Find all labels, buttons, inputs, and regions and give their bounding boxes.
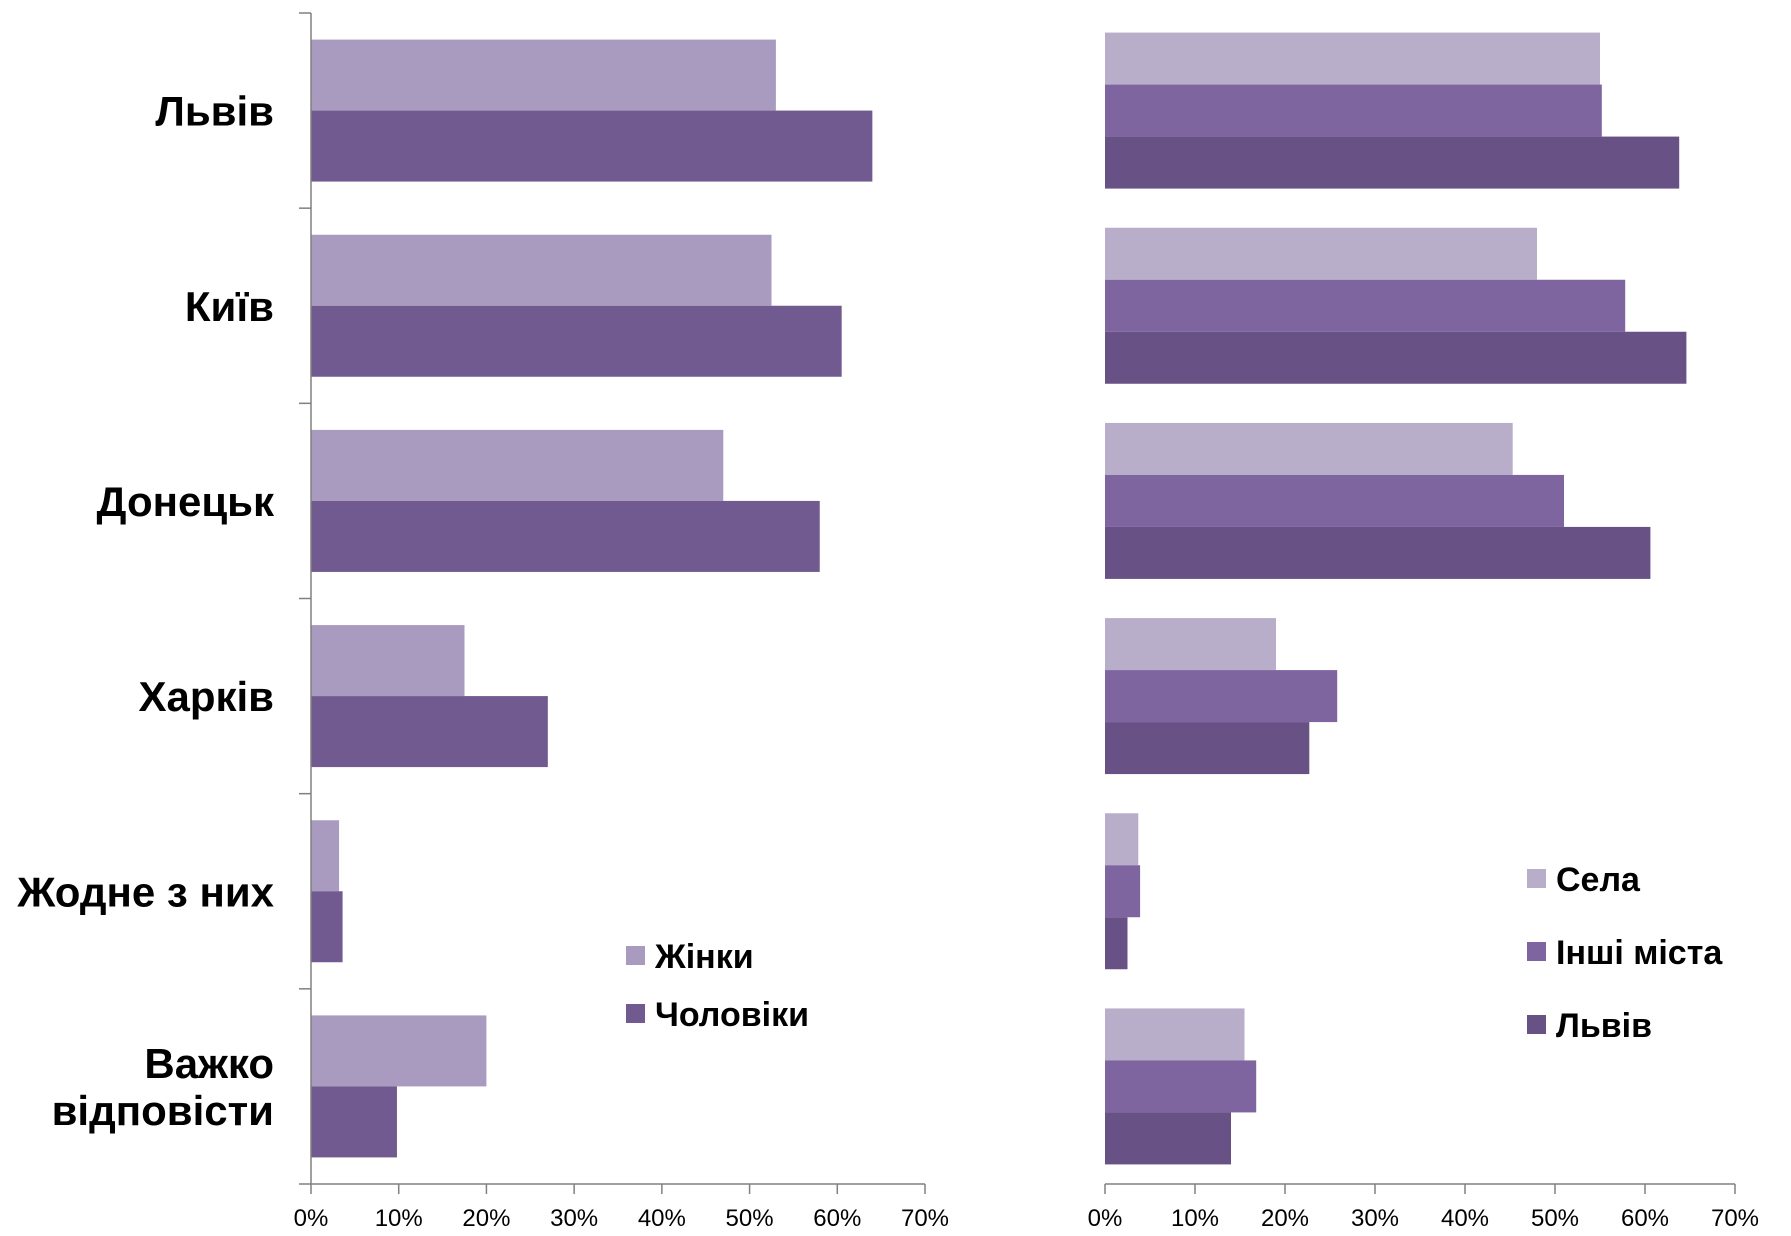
bar-інші-міста-донецьк — [1105, 474, 1564, 527]
bar-львів-харків — [1105, 722, 1310, 775]
x-tick-label: 30% — [1351, 1205, 1399, 1232]
x-tick-label: 30% — [550, 1205, 598, 1232]
category-label-важко-відповісти: Важко відповісти — [52, 1040, 274, 1134]
bar-чоловіки-харків — [311, 696, 548, 768]
x-tick-label: 40% — [1441, 1205, 1489, 1232]
bar-села-львів — [1105, 32, 1600, 85]
bar-села-жодне-з-них — [1105, 813, 1139, 866]
bar-інші-міста-жодне-з-них — [1105, 865, 1141, 918]
category-label-харків: Харків — [138, 673, 274, 720]
bar-чоловіки-донецьк — [311, 500, 820, 572]
bar-села-київ — [1105, 227, 1537, 280]
legend-label-інші-міста: Інші міста — [1556, 934, 1723, 972]
bar-жінки-київ — [311, 234, 772, 306]
bar-села-важко-відповісти — [1105, 1008, 1245, 1061]
bar-села-харків — [1105, 618, 1276, 671]
bar-інші-міста-київ — [1105, 279, 1626, 332]
x-tick-label: 50% — [726, 1205, 774, 1232]
bar-львів-важко-відповісти — [1105, 1112, 1231, 1165]
legend-label-львів: Львів — [1556, 1007, 1652, 1045]
category-label-донецьк: Донецьк — [97, 478, 275, 525]
legend-swatch-жінки — [626, 946, 645, 965]
legend-swatch-села — [1527, 869, 1546, 888]
chart-gender: 0% 10% 20% 30% 40% 50% 60% 70% Львів Київ Донецьк Х… — [16, 12, 949, 1232]
x-tick-label: 20% — [1261, 1205, 1309, 1232]
bar-чоловіки-жодне-з-них — [311, 891, 343, 963]
x-tick-label: 60% — [813, 1205, 861, 1232]
x-tick-label: 10% — [1171, 1205, 1219, 1232]
x-tick-label: 70% — [901, 1205, 949, 1232]
x-tick-label: 50% — [1531, 1205, 1579, 1232]
x-tick-label: 70% — [1711, 1205, 1759, 1232]
bar-інші-міста-важко-відповісти — [1105, 1060, 1257, 1113]
category-label-жодне-з-них: Жодне з них — [16, 868, 274, 915]
category-label-київ: Київ — [185, 283, 274, 330]
bar-жінки-жодне-з-них — [311, 820, 340, 892]
bar-жінки-важко-відповісти — [311, 1015, 487, 1087]
bar-інші-міста-харків — [1105, 670, 1338, 723]
chart-settlement: 0% 10% 20% 30% 40% 50% 60% 70% Села Інші міста Льв… — [1088, 32, 1759, 1232]
x-tick-label: 20% — [462, 1205, 510, 1232]
bar-жінки-львів — [311, 39, 776, 111]
bar-чоловіки-київ — [311, 305, 842, 377]
bar-інші-міста-львів — [1105, 84, 1602, 137]
bar-львів-київ — [1105, 331, 1687, 384]
bar-львів-донецьк — [1105, 526, 1651, 579]
bar-чоловіки-львів — [311, 110, 873, 182]
bar-чоловіки-важко-відповісти — [311, 1086, 397, 1158]
bar-жінки-харків — [311, 625, 465, 697]
legend-label-жінки: Жінки — [654, 938, 754, 976]
legend-swatch-львів — [1527, 1015, 1546, 1034]
bar-львів-львів — [1105, 136, 1680, 189]
category-label-львів: Львів — [155, 88, 274, 135]
x-tick-label: 0% — [1088, 1205, 1123, 1232]
legend-label-села: Села — [1556, 861, 1641, 899]
x-tick-label: 10% — [375, 1205, 423, 1232]
legend-label-чоловіки: Чоловіки — [655, 996, 809, 1034]
bar-жінки-донецьк — [311, 429, 724, 501]
bar-львів-жодне-з-них — [1105, 917, 1128, 970]
bar-села-донецьк — [1105, 422, 1513, 475]
legend-swatch-чоловіки — [626, 1004, 645, 1023]
x-tick-label: 40% — [638, 1205, 686, 1232]
legend-swatch-інші-міста — [1527, 942, 1546, 961]
x-tick-label: 0% — [294, 1205, 329, 1232]
x-tick-label: 60% — [1621, 1205, 1669, 1232]
